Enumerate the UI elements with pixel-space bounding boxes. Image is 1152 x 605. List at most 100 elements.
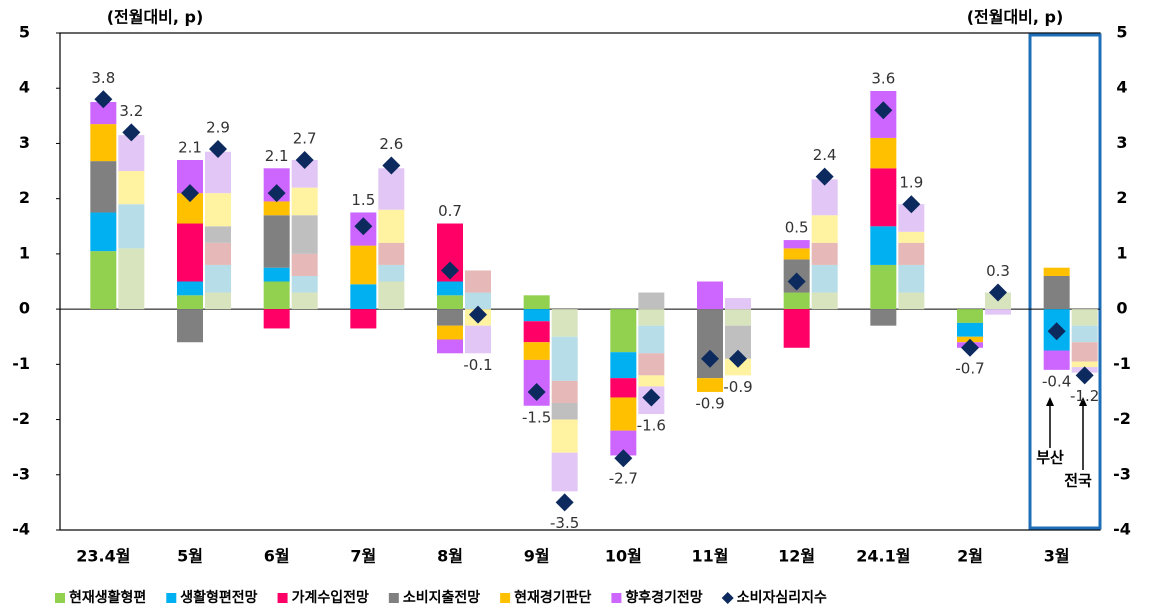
bar-segment <box>870 168 897 227</box>
legend-label: 소비자심리지수 <box>737 590 827 605</box>
index-value-label: -1.6 <box>637 417 666 435</box>
x-tick-label: 24.1월 <box>856 547 910 566</box>
y-tick-label: -4 <box>12 520 30 539</box>
bar-segment <box>811 292 838 310</box>
y-tick-label: 0 <box>19 299 30 318</box>
bar-segment <box>783 248 810 260</box>
x-tick-label: 7월 <box>350 547 376 566</box>
index-value-label: 0.5 <box>785 219 809 237</box>
index-value-label: 1.5 <box>351 191 375 209</box>
bar-segment <box>870 226 897 265</box>
legend-label: 현재생활형편 <box>69 589 146 605</box>
bar-segment <box>1071 325 1098 343</box>
index-marker <box>527 382 546 401</box>
index-value-label: -3.5 <box>550 514 579 532</box>
bar-segment <box>1071 309 1098 326</box>
index-marker <box>354 217 373 236</box>
index-value-label: 2.4 <box>813 146 837 164</box>
bar-segment <box>177 281 203 296</box>
bar-segment <box>610 309 637 353</box>
bar-segment <box>551 419 578 453</box>
index-value-label: -0.9 <box>723 378 752 396</box>
bar-segment <box>378 264 405 282</box>
bar-segment <box>610 397 637 431</box>
index-marker <box>295 151 314 170</box>
bar-segment <box>437 295 463 310</box>
index-marker <box>815 167 834 186</box>
bar-segment <box>783 309 810 348</box>
index-value-label: -0.7 <box>955 359 984 377</box>
bar-segment <box>551 309 578 337</box>
y-axis-label: (전월대비, p) <box>107 8 204 27</box>
index-value-label: -0.9 <box>695 394 724 412</box>
index-marker <box>902 195 921 214</box>
bar-segment <box>523 321 550 343</box>
y-tick-label: -3 <box>12 464 30 483</box>
bar-segment <box>898 231 925 243</box>
bar-segment <box>291 187 318 216</box>
bar-segment <box>350 284 377 310</box>
bar-segment <box>551 402 578 420</box>
legend-swatch <box>277 593 288 603</box>
legend-label: 소비지출전망 <box>403 589 480 605</box>
bar-segment <box>898 292 925 310</box>
highlight-box <box>1028 33 1102 530</box>
index-marker <box>961 338 979 357</box>
index-value-label: -0.4 <box>1042 372 1071 390</box>
index-marker <box>1047 322 1066 341</box>
bar-segment <box>205 151 231 194</box>
index-value-label: 2.6 <box>379 135 403 153</box>
bar-segment <box>1071 342 1098 362</box>
bar-segment <box>263 201 290 216</box>
index-marker <box>642 388 661 407</box>
bar-segment <box>697 378 723 392</box>
bar-segment <box>177 223 203 282</box>
x-tick-label: 3월 <box>1044 547 1070 566</box>
index-marker <box>181 184 199 203</box>
bar-segment <box>205 193 231 227</box>
bar-segment <box>437 309 463 326</box>
x-tick-label: 2월 <box>957 547 983 566</box>
index-marker <box>122 123 141 142</box>
bar-segment <box>870 309 897 326</box>
legend-swatch <box>611 593 622 603</box>
bar-segment <box>1043 350 1070 370</box>
index-marker <box>787 272 806 291</box>
index-value-label: -2.7 <box>609 470 638 488</box>
bar-segment <box>90 124 117 162</box>
y2-tick-label: 0 <box>1116 299 1127 318</box>
index-marker <box>1075 366 1094 385</box>
bar-segment <box>90 161 117 213</box>
index-marker <box>469 305 487 324</box>
bar-segment <box>523 295 550 310</box>
annotation: 부산 <box>1036 449 1064 467</box>
legend-swatch <box>55 593 65 603</box>
legend-swatch <box>388 593 399 603</box>
bar-segment <box>465 270 491 293</box>
index-marker <box>701 349 719 368</box>
legend-label: 현재경기판단 <box>514 589 591 605</box>
index-marker <box>94 90 113 109</box>
y-tick-label: -1 <box>12 354 30 373</box>
bar-segment <box>638 353 665 376</box>
index-value-label: 2.9 <box>206 118 230 136</box>
index-value-label: -1.5 <box>522 408 551 426</box>
y2-tick-label: 5 <box>1116 23 1127 42</box>
y-tick-label: 5 <box>19 23 30 42</box>
legend-label: 가계수입전망 <box>292 589 369 605</box>
bar-segment <box>811 242 838 265</box>
bar-segment <box>378 281 405 310</box>
legend-swatch <box>721 592 734 604</box>
y-tick-label: 4 <box>19 78 30 97</box>
bar-segment <box>263 215 290 268</box>
bar-segment <box>291 215 318 254</box>
index-marker <box>441 261 459 280</box>
bar-segment <box>898 264 925 293</box>
bar-segment <box>291 292 318 310</box>
index-value-label: 2.1 <box>178 139 202 157</box>
y2-tick-label: -1 <box>1113 354 1131 373</box>
x-tick-label: 10월 <box>605 547 642 566</box>
y-tick-label: 3 <box>19 133 30 152</box>
index-value-label: 0.3 <box>986 262 1010 280</box>
